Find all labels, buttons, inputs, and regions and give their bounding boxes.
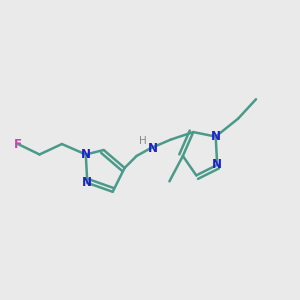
Text: N: N <box>148 142 158 155</box>
Text: N: N <box>82 176 92 189</box>
Text: H: H <box>139 136 146 146</box>
Text: N: N <box>211 130 221 143</box>
Text: F: F <box>14 137 22 151</box>
Text: N: N <box>212 158 222 171</box>
Text: N: N <box>81 148 91 161</box>
